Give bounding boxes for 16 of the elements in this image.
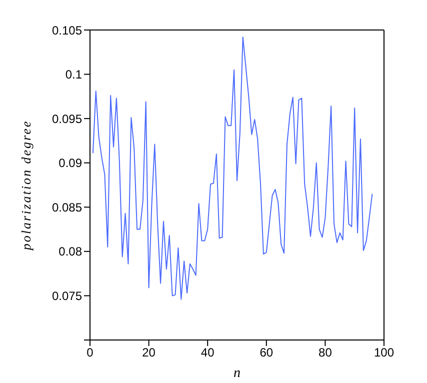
- y-tick-label: 0.085: [52, 200, 82, 214]
- x-tick-label: 40: [200, 346, 215, 360]
- x-tick-label: 0: [86, 346, 94, 360]
- x-tick-label: 60: [260, 346, 274, 360]
- y-tick-label: 0.09: [58, 156, 82, 170]
- y-tick-label: 0.105: [52, 23, 82, 38]
- x-tick-label: 20: [142, 346, 156, 360]
- line-series: [92, 36, 373, 300]
- x-axis-title: n: [234, 366, 240, 381]
- x-tick-label: 100: [374, 346, 394, 360]
- x-tick-label: 80: [318, 346, 332, 360]
- y-tick-label: 0.075: [52, 288, 82, 303]
- y-tick-label: 0.08: [58, 244, 82, 259]
- y-axis-title: polarization degree: [18, 120, 34, 252]
- y-tick-label: 0.1: [65, 68, 82, 82]
- y-tick-label: 0.095: [52, 112, 82, 126]
